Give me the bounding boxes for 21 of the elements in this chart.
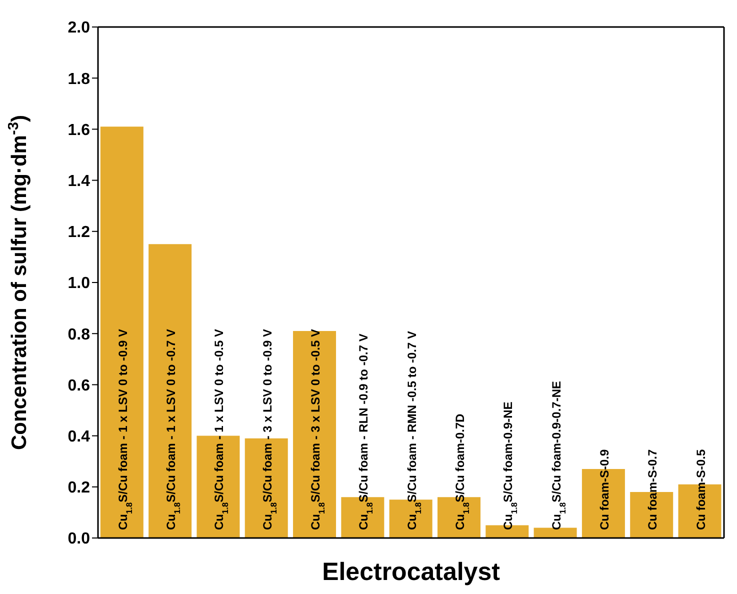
y-tick-label: 0.0	[68, 530, 90, 548]
y-tick-label: 1.2	[68, 224, 90, 242]
x-tick-label: Cu foam-S-0.5	[694, 448, 708, 530]
bar	[196, 436, 240, 538]
bar	[148, 244, 192, 538]
y-tick-label: 1.0	[68, 275, 90, 292]
y-tick-label: 0.2	[68, 480, 90, 497]
y-tick-label: 1.6	[68, 122, 90, 139]
bar	[293, 331, 336, 538]
bar	[244, 438, 288, 538]
y-tick-label: 0.6	[68, 377, 90, 394]
x-tick-label: Cu foam-S-0.7	[646, 448, 660, 530]
x-axis-title: Electrocatalyst	[322, 558, 501, 586]
y-tick-label: 0.8	[68, 326, 90, 344]
bar	[100, 126, 144, 538]
x-tick-label: Cu foam-S-0.9	[597, 448, 612, 530]
y-tick-label: 1.8	[68, 70, 90, 88]
y-tick-label: 2.0	[68, 20, 90, 37]
y-tick-label: 0.4	[68, 428, 90, 446]
bar	[534, 528, 577, 538]
y-tick-label: 1.4	[68, 172, 90, 190]
